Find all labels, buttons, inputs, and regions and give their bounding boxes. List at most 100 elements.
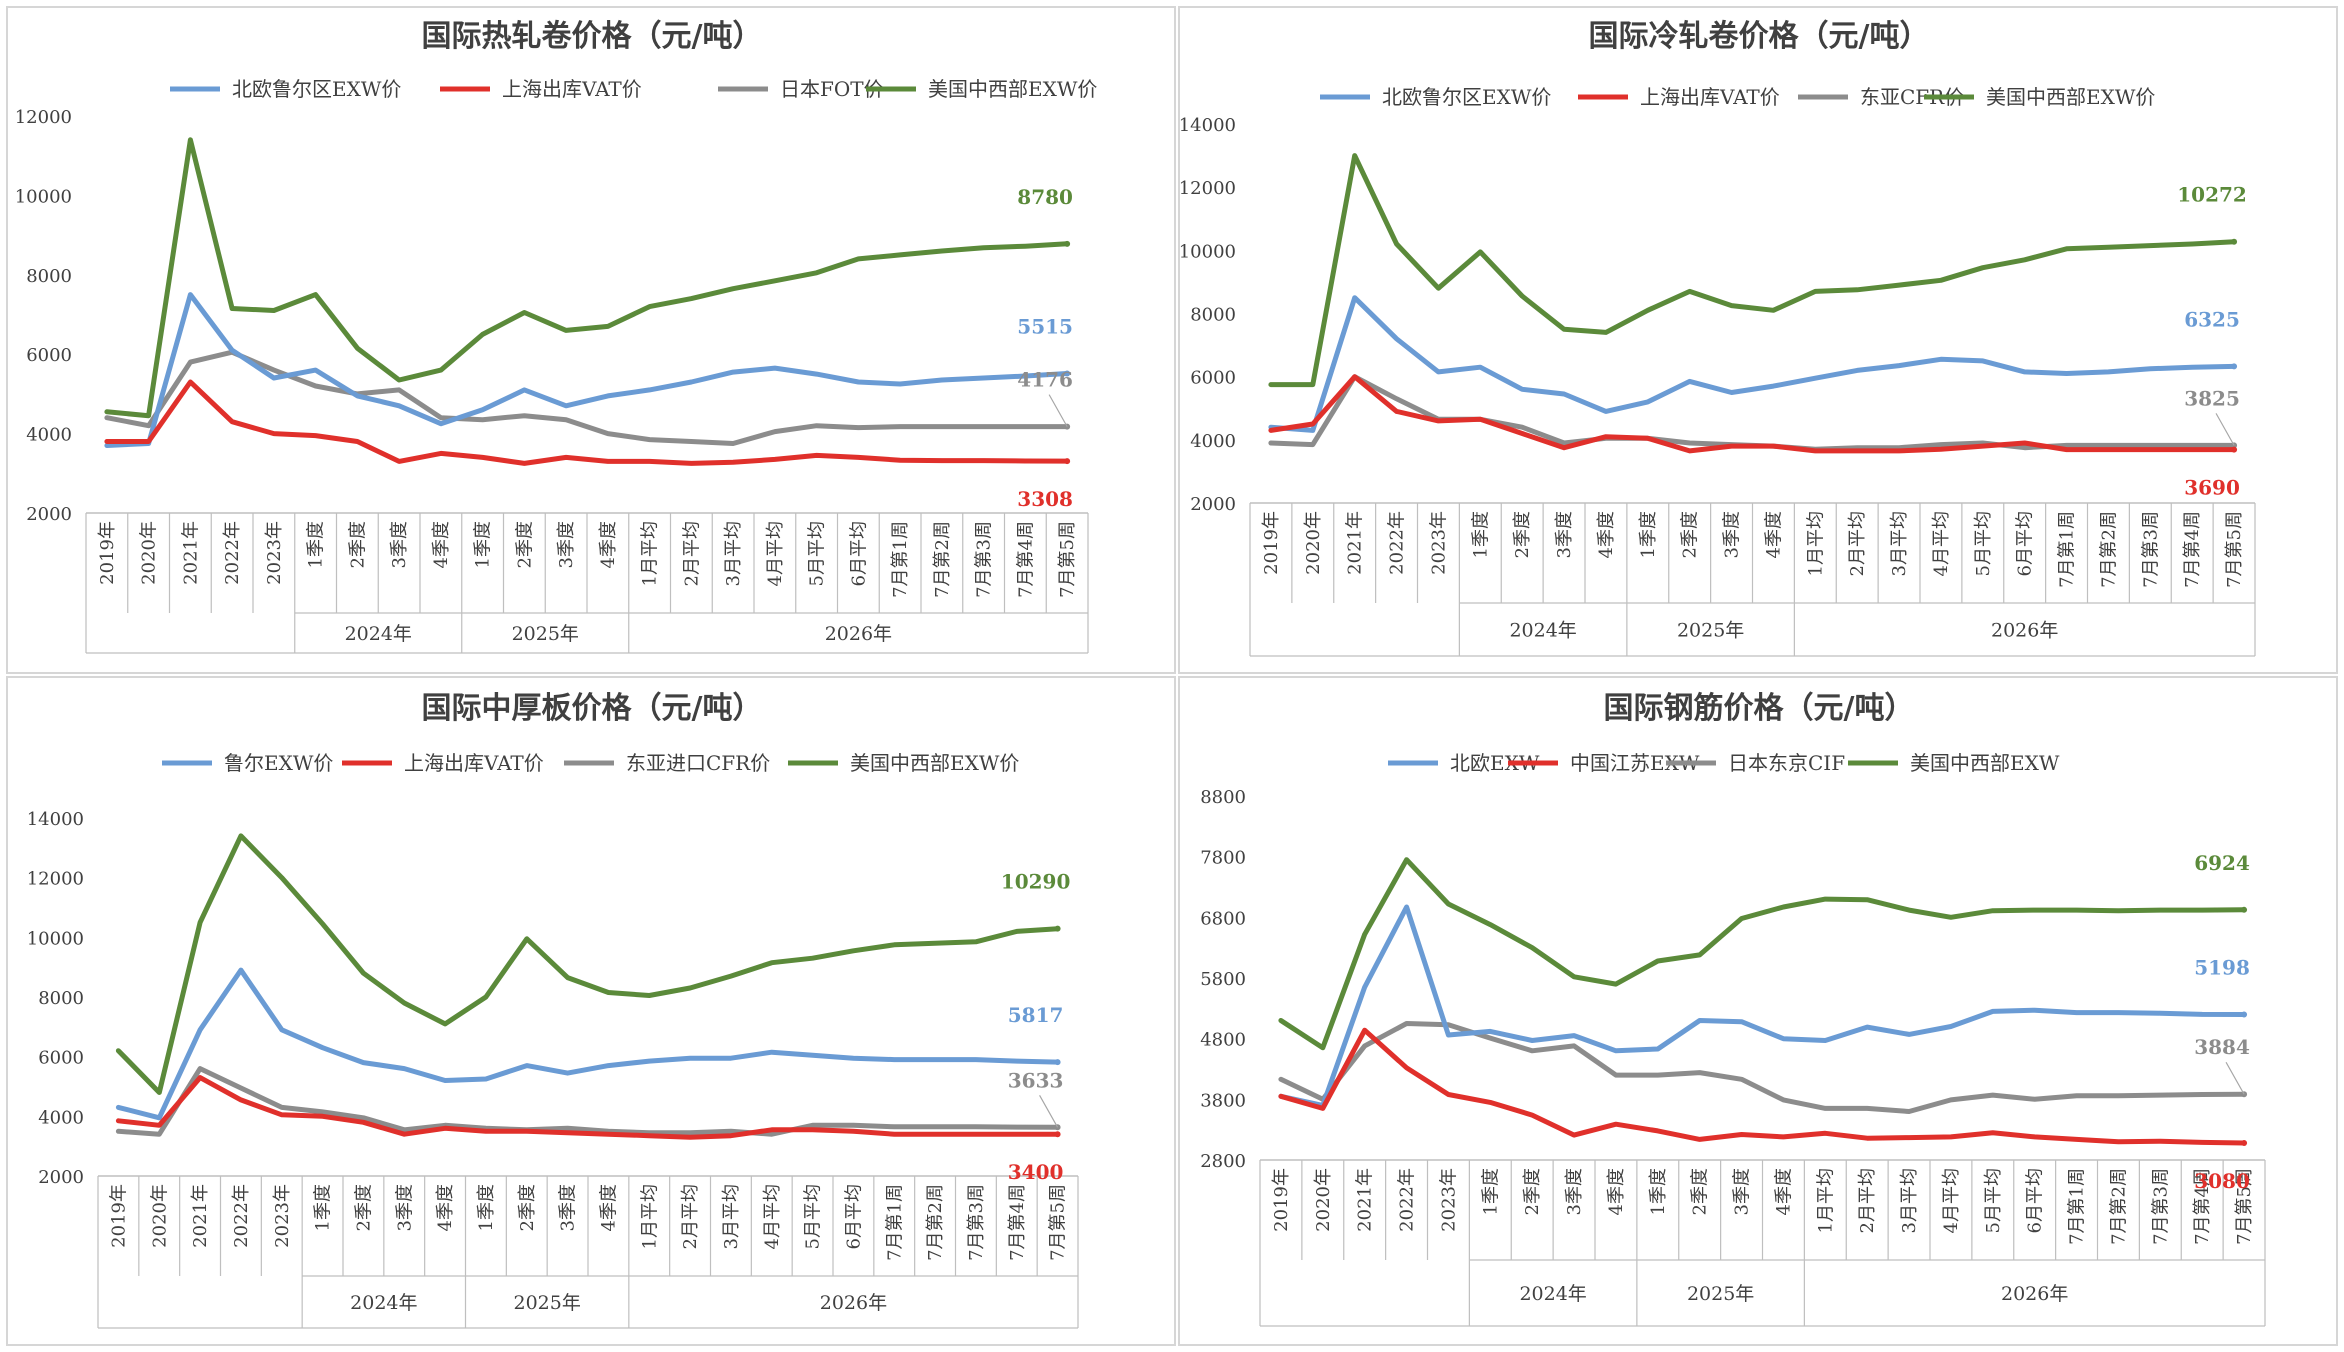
end-value-label: 5198 <box>2194 956 2250 980</box>
y-tick-label: 2000 <box>38 1167 84 1188</box>
legend-label: 美国中西部EXW价 <box>850 751 1019 775</box>
x-tick-label: 3月平均 <box>721 1184 742 1249</box>
x-tick-label: 4季度 <box>1596 511 1617 558</box>
y-tick-label: 14000 <box>1180 115 1236 136</box>
legend-label: 美国中西部EXW <box>1910 751 2060 775</box>
legend-label: 美国中西部EXW价 <box>1986 85 2155 109</box>
x-tick-label: 2022年 <box>1387 511 1408 575</box>
x-tick-label: 2023年 <box>1428 511 1449 575</box>
x-tick-label: 7月第4周 <box>2182 511 2203 588</box>
series-end-point <box>1054 925 1061 932</box>
end-value-label: 3825 <box>2184 386 2240 410</box>
series-end-point <box>1064 240 1071 247</box>
x-group-label: 2024年 <box>1509 620 1576 642</box>
series-line-red <box>1278 1027 2247 1146</box>
x-tick-label: 4季度 <box>1606 1168 1627 1215</box>
y-tick-label: 8800 <box>1200 787 1246 808</box>
x-tick-label: 7月第1周 <box>884 1184 905 1261</box>
y-tick-label: 14000 <box>27 809 84 830</box>
x-tick-label: 2023年 <box>272 1184 293 1248</box>
x-tick-label: 7月第2周 <box>925 1184 946 1261</box>
x-tick-label: 5月平均 <box>1983 1168 2004 1233</box>
rebar-panel: 国际钢筋价格（元/吨） 北欧EXW 中国江苏EXW 日本东京CIF 美国中西部EXW 28… <box>1178 676 2338 1346</box>
x-tick-label: 2季度 <box>514 521 535 568</box>
x-group-label: 2026年 <box>825 623 892 645</box>
end-value-label: 6924 <box>2194 851 2250 875</box>
end-value-label: 3633 <box>1008 1068 1064 1092</box>
series-line-red <box>115 1075 1061 1140</box>
x-tick-label: 5月平均 <box>1973 511 1994 576</box>
x-tick-label: 2月平均 <box>1857 1168 1878 1233</box>
y-tick-label: 6000 <box>38 1048 84 1069</box>
x-group-label: 2026年 <box>2001 1283 2068 1305</box>
x-tick-label: 1季度 <box>306 521 327 568</box>
x-tick-label: 2021年 <box>1355 1168 1376 1232</box>
x-tick-label: 7月第3周 <box>966 1184 987 1261</box>
x-tick-label: 7月第4周 <box>1015 521 1036 598</box>
x-tick-label: 7月第3周 <box>2150 1168 2171 1245</box>
x-tick-label: 1季度 <box>1638 511 1659 558</box>
x-tick-label: 3季度 <box>1554 511 1575 558</box>
x-group-label: 2026年 <box>1991 620 2058 642</box>
end-value-label: 3884 <box>2194 1035 2250 1059</box>
y-tick-label: 4000 <box>38 1107 84 1128</box>
x-group-label: 2026年 <box>820 1292 887 1314</box>
end-value-label: 10272 <box>2177 183 2247 207</box>
series-end-point <box>2231 446 2238 453</box>
x-tick-label: 2020年 <box>139 521 160 585</box>
x-tick-label: 2月平均 <box>1847 511 1868 576</box>
x-tick-label: 3月平均 <box>723 521 744 586</box>
series-line-blue <box>1278 904 2247 1108</box>
series-end-point <box>1054 1131 1061 1138</box>
series-line-red <box>1268 374 2237 454</box>
x-tick-label: 6月平均 <box>2015 511 2036 576</box>
x-tick-label: 3季度 <box>394 1184 415 1231</box>
series-end-point <box>1064 458 1071 465</box>
x-tick-label: 2021年 <box>190 1184 211 1248</box>
x-tick-label: 4季度 <box>598 1184 619 1231</box>
series-end-point <box>1054 1059 1061 1066</box>
x-tick-label: 3月平均 <box>1889 511 1910 576</box>
series-line-green <box>104 137 1070 419</box>
series-line-gray <box>1278 1021 2247 1114</box>
x-tick-label: 4月平均 <box>1941 1168 1962 1233</box>
y-tick-label: 6000 <box>26 345 72 366</box>
x-tick-label: 4季度 <box>431 521 452 568</box>
series-end-point <box>2241 906 2248 913</box>
y-tick-label: 7800 <box>1200 848 1246 869</box>
series-end-point <box>2241 1011 2248 1018</box>
legend-label: 上海出库VAT价 <box>502 77 642 101</box>
x-tick-label: 2019年 <box>97 521 118 585</box>
x-tick-label: 1季度 <box>313 1184 334 1231</box>
y-tick-label: 4000 <box>26 425 72 446</box>
x-tick-label: 2019年 <box>1261 511 1282 575</box>
x-tick-label: 1季度 <box>1648 1168 1669 1215</box>
chart-title: 国际热轧卷价格（元/吨） <box>422 19 763 54</box>
legend-label: 东亚进口CFR价 <box>626 751 770 775</box>
x-tick-label: 2019年 <box>108 1184 129 1248</box>
y-tick-label: 12000 <box>15 107 72 128</box>
x-tick-label: 2季度 <box>347 521 368 568</box>
x-tick-label: 2019年 <box>1271 1168 1292 1232</box>
series-line-gray <box>104 349 1070 446</box>
series-end-point <box>1064 370 1071 377</box>
end-value-label: 3690 <box>2184 476 2240 500</box>
x-tick-label: 7月第2周 <box>932 521 953 598</box>
x-tick-label: 2季度 <box>353 1184 374 1231</box>
medium-heavy-plate-panel: 国际中厚板价格（元/吨） 鲁尔EXW价 上海出库VAT价 东亚进口CFR价 美国中西部E… <box>6 676 1176 1346</box>
y-tick-label: 2000 <box>1190 494 1236 515</box>
series-end-point <box>2241 1140 2248 1147</box>
x-tick-label: 2021年 <box>180 521 201 585</box>
chart-title: 国际钢筋价格（元/吨） <box>1604 691 1915 726</box>
end-value-label: 4176 <box>1017 368 1073 392</box>
x-tick-label: 1季度 <box>1480 1168 1501 1215</box>
end-label-leader <box>2215 413 2235 446</box>
legend-label: 日本东京CIF <box>1728 751 1845 775</box>
x-tick-label: 5月平均 <box>803 1184 824 1249</box>
x-tick-label: 4季度 <box>435 1184 456 1231</box>
series-line-green <box>115 833 1061 1095</box>
x-tick-label: 7月第5周 <box>2234 1168 2255 1245</box>
cold-rolled-coil-chart: 国际冷轧卷价格（元/吨）北欧鲁尔区EXW价 上海出库VAT价 东亚CFR价 美国中西部… <box>1180 19 2256 657</box>
y-tick-label: 5800 <box>1200 969 1246 990</box>
x-tick-label: 3季度 <box>558 1184 579 1231</box>
